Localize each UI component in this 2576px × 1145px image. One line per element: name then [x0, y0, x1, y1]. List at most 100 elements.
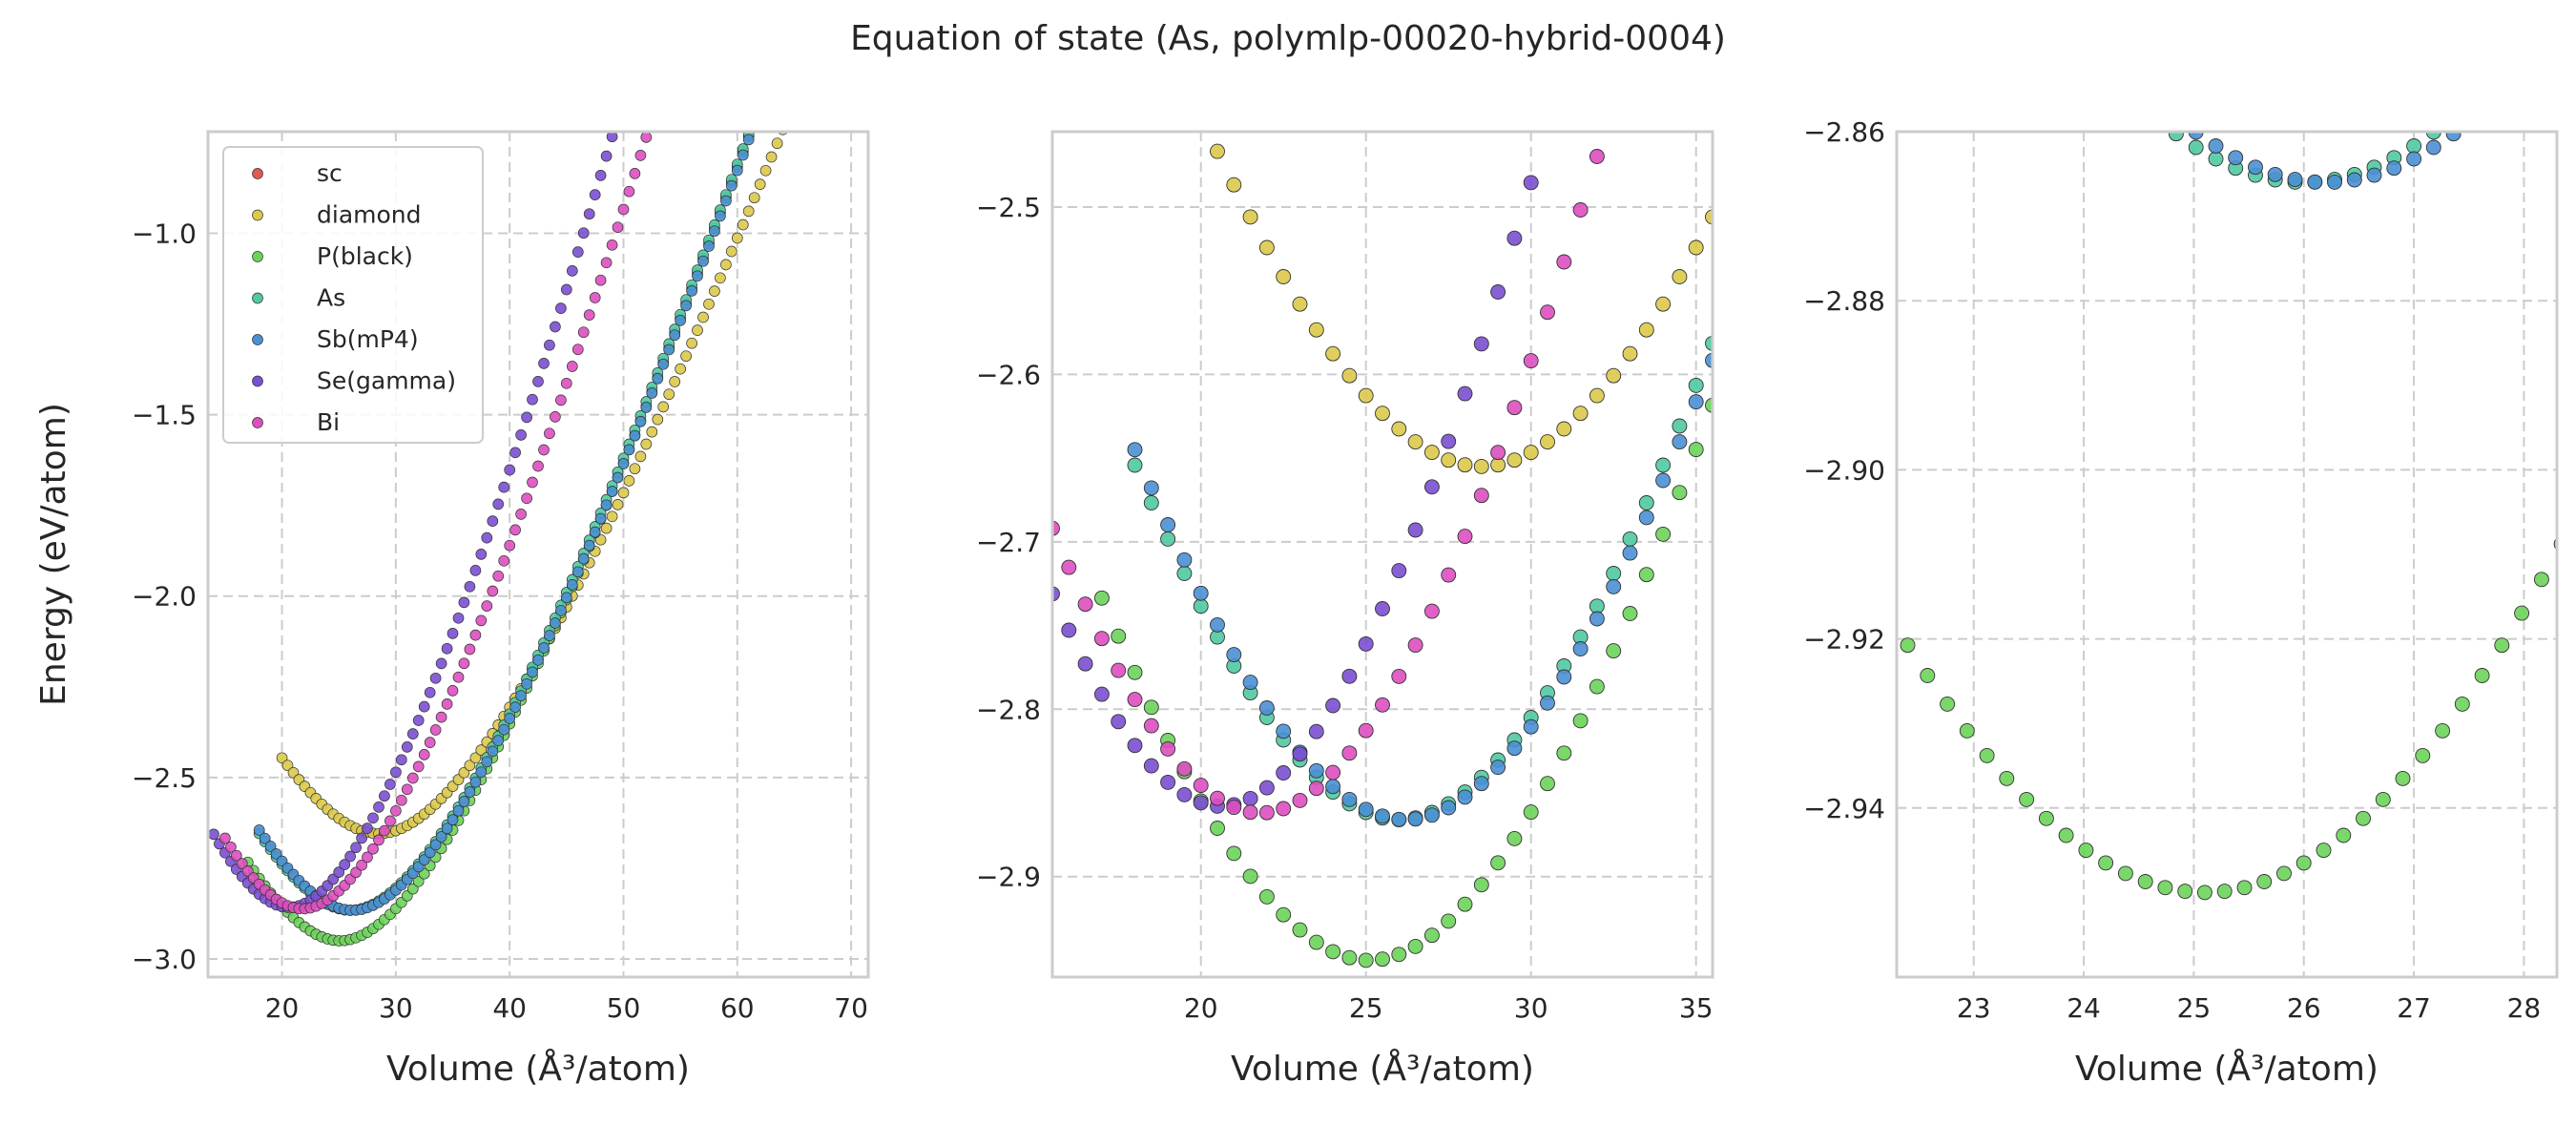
data-point: [469, 565, 482, 576]
data-point: [384, 779, 396, 790]
data-point: [475, 549, 488, 560]
data-point: [2435, 722, 2451, 739]
data-point: [583, 208, 595, 220]
data-point: [1210, 616, 1225, 633]
data-point: [452, 804, 465, 817]
data-point: [1308, 322, 1324, 338]
data-point: [1490, 445, 1506, 461]
data-point: [725, 179, 737, 192]
data-point: [406, 772, 419, 784]
data-point: [1423, 445, 1440, 461]
data-point: [623, 475, 635, 487]
data-point: [640, 402, 653, 413]
series-bi: [1052, 149, 1605, 821]
data-point: [1077, 596, 1093, 613]
data-point: [2117, 865, 2133, 882]
x-tick-label: 27: [2397, 992, 2431, 1024]
data-point: [390, 804, 402, 817]
data-point: [629, 463, 641, 475]
data-point: [1506, 830, 1523, 846]
data-point: [1589, 387, 1605, 404]
plot-area: [1897, 132, 2557, 977]
data-point: [2276, 865, 2292, 882]
data-point: [737, 219, 749, 231]
data-point: [447, 685, 459, 697]
data-point: [1672, 485, 1688, 501]
data-point: [538, 358, 550, 369]
y-axis-label: Energy (eV/atom): [34, 403, 73, 706]
data-point: [555, 302, 567, 314]
x-tick-label: 40: [492, 992, 527, 1024]
data-point: [1176, 566, 1193, 581]
data-point: [1441, 913, 1457, 929]
data-point: [1672, 418, 1688, 434]
data-point: [1160, 774, 1176, 790]
data-point: [1276, 723, 1292, 739]
data-point: [1622, 345, 1638, 362]
data-point: [544, 339, 555, 351]
data-point: [1292, 792, 1308, 808]
data-point: [1638, 510, 1654, 526]
data-point: [1688, 442, 1704, 458]
data-point: [560, 592, 572, 604]
x-tick-label: 50: [607, 992, 641, 1024]
data-point: [594, 512, 607, 525]
data-point: [1226, 800, 1242, 816]
data-point: [424, 686, 436, 698]
x-tick-label: 35: [1679, 992, 1714, 1024]
data-point: [1705, 397, 1713, 413]
data-point: [390, 766, 402, 779]
data-point: [492, 498, 505, 510]
data-point: [1052, 520, 1060, 536]
data-point: [1457, 385, 1473, 402]
data-point: [1176, 552, 1193, 568]
data-point: [1423, 603, 1440, 619]
data-point: [1258, 239, 1275, 256]
data-point: [2236, 880, 2253, 896]
data-point: [1292, 296, 1308, 312]
data-point: [379, 824, 390, 837]
data-point: [504, 539, 516, 552]
data-point: [1176, 786, 1193, 802]
legend-box: [222, 146, 484, 444]
data-point: [686, 337, 697, 349]
data-point: [2248, 159, 2263, 176]
data-point: [1622, 531, 1638, 547]
data-point: [1391, 563, 1407, 579]
data-point: [759, 164, 772, 177]
data-point: [521, 411, 532, 424]
data-point: [1920, 668, 1936, 683]
data-point: [2356, 810, 2371, 826]
data-point: [1407, 434, 1423, 450]
data-point: [1556, 421, 1572, 437]
data-point: [1589, 149, 1605, 164]
data-point: [230, 849, 242, 862]
data-point: [1672, 269, 1688, 284]
series-p-black-: [1093, 397, 1713, 968]
data-point: [1127, 457, 1143, 473]
legend-label: sc: [317, 159, 343, 187]
data-point: [208, 828, 219, 841]
data-point: [1572, 641, 1589, 656]
data-point: [350, 842, 362, 854]
data-point: [1688, 394, 1704, 410]
data-point: [1341, 745, 1358, 761]
x-axis-label: Volume (Å³/atom): [2075, 1048, 2379, 1089]
data-point: [646, 387, 658, 399]
data-point: [720, 195, 732, 207]
data-point: [1292, 922, 1308, 938]
data-point: [680, 350, 692, 363]
data-point: [412, 715, 425, 726]
data-point: [1589, 598, 1605, 614]
data-point: [1523, 718, 1539, 735]
data-point: [697, 255, 709, 267]
data-point: [697, 311, 709, 323]
data-point: [1143, 718, 1159, 734]
data-point: [1193, 795, 1209, 811]
x-tick-label: 70: [834, 992, 868, 1024]
data-point: [720, 259, 732, 271]
data-point: [464, 580, 476, 593]
legend-marker: [252, 375, 263, 387]
legend-marker: [252, 334, 263, 345]
data-point: [1341, 791, 1358, 807]
